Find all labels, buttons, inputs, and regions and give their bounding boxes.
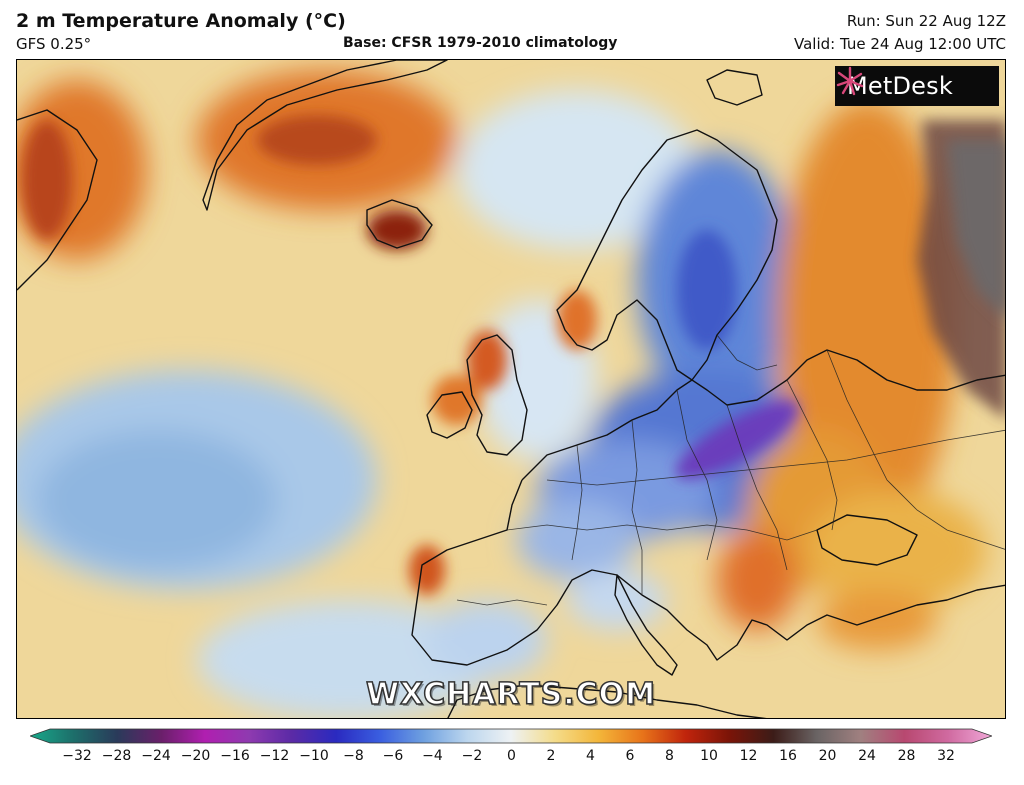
greenland-coast xyxy=(202,60,448,211)
iberia-cool xyxy=(427,600,547,680)
colorbar-tick-label: −28 xyxy=(101,748,132,764)
border-3 xyxy=(676,389,718,561)
colorbar-tick-label: −32 xyxy=(62,748,92,764)
border-9 xyxy=(716,334,778,371)
border-6 xyxy=(506,524,818,541)
ireland-coast xyxy=(426,391,473,439)
base-climatology-label: Base: CFSR 1979-2010 climatology xyxy=(343,35,618,51)
eastern-grey-core xyxy=(947,140,1005,318)
turkey-warm xyxy=(817,590,937,650)
scandinavia-coast xyxy=(556,129,778,381)
starburst-icon xyxy=(836,66,864,96)
colorbar-tick-label: 24 xyxy=(858,748,876,764)
colorbar-tick-label: −24 xyxy=(141,748,171,764)
map-canvas xyxy=(17,60,1005,718)
border-1 xyxy=(571,444,583,561)
colorbar-tick-label: 0 xyxy=(507,748,516,764)
iceland-coast xyxy=(366,199,433,249)
colorbar-tick-label: 20 xyxy=(818,748,837,764)
border-2 xyxy=(631,419,643,595)
colorbar-tick-label: −20 xyxy=(180,748,211,764)
colorbar-legend xyxy=(30,728,992,744)
temperature-anomaly-map: MetDesk WXCHARTS.COM xyxy=(16,59,1006,719)
chart-header: 2 m Temperature Anomaly (°C) GFS 0.25° B… xyxy=(0,0,1024,58)
norway-warm-spot xyxy=(557,290,597,350)
colorbar-shape xyxy=(30,728,992,744)
black-sea-warm xyxy=(807,490,987,610)
country-borders xyxy=(456,334,1005,606)
colorbar-tick-label: −4 xyxy=(422,748,443,764)
eastern-extreme-warm xyxy=(917,120,1005,419)
atlantic-cool-core xyxy=(37,430,277,570)
border-5 xyxy=(786,379,838,531)
colorbar-tick-label: 4 xyxy=(586,748,595,764)
border-10 xyxy=(456,599,548,606)
colorbar-tick-label: −2 xyxy=(461,748,483,764)
colorbar-tick-label: −8 xyxy=(343,748,364,764)
colorbar-ticks: −32 −28 −24 −20 −16 −12 −10 −8 −6 −4 −2 0 2 4 6 8 10 12 16… xyxy=(0,748,1024,772)
chart-title: 2 m Temperature Anomaly (°C) xyxy=(16,10,346,32)
metdesk-logo-text: MetDesk xyxy=(847,72,953,100)
north-africa-coast xyxy=(447,684,767,718)
model-label: GFS 0.25° xyxy=(16,35,92,53)
border-7 xyxy=(546,429,1005,486)
balkans-warm xyxy=(717,530,797,630)
cold-core-band xyxy=(675,400,799,480)
colorbar-tick-label: 8 xyxy=(665,748,674,764)
wxcharts-watermark: WXCHARTS.COM xyxy=(365,676,657,713)
russia-warm xyxy=(777,100,957,540)
svalbard-coast xyxy=(706,69,763,106)
greenland-hot-core xyxy=(257,115,377,165)
colorbar-tick-label: 12 xyxy=(739,748,758,764)
finland-cold-core xyxy=(677,230,737,350)
iceland-hot-core xyxy=(367,210,427,250)
border-8 xyxy=(826,349,1005,550)
border-4 xyxy=(726,404,788,571)
anomaly-detail xyxy=(22,115,799,595)
colorbar-tick-label: 2 xyxy=(546,748,556,764)
run-label: Run: Sun 22 Aug 12Z xyxy=(846,12,1006,30)
colorbar-tick-label: −16 xyxy=(220,748,250,764)
scotland-warm-spot xyxy=(467,330,507,390)
labrador-coast xyxy=(17,109,98,291)
colorbar-tick-label: −6 xyxy=(382,748,404,764)
northern-europe-coast xyxy=(521,349,1005,481)
colorbar-tick-label: −12 xyxy=(259,748,290,764)
colorbar-tick-label: 10 xyxy=(700,748,718,764)
colorbar-tick-label: 32 xyxy=(937,748,955,764)
colorbar-tick-label: −10 xyxy=(299,748,329,764)
ireland-warm-spot xyxy=(432,375,482,425)
colorbar-tick-label: 6 xyxy=(625,748,635,764)
metdesk-logo: MetDesk xyxy=(835,66,999,106)
valid-time-label: Valid: Tue 24 Aug 12:00 UTC xyxy=(794,35,1006,53)
italy-coast xyxy=(614,574,678,676)
portugal-warm-spot xyxy=(409,545,445,595)
norwegian-sea-cool xyxy=(457,90,697,250)
france-cool xyxy=(517,500,637,580)
subtropical-cool-area xyxy=(197,600,497,718)
canada-hot-core xyxy=(22,120,72,240)
colorbar-tick-label: 28 xyxy=(897,748,916,764)
colorbar-tick-label: 16 xyxy=(779,748,797,764)
great-britain-coast xyxy=(466,334,528,456)
black-sea-coast xyxy=(816,514,918,566)
